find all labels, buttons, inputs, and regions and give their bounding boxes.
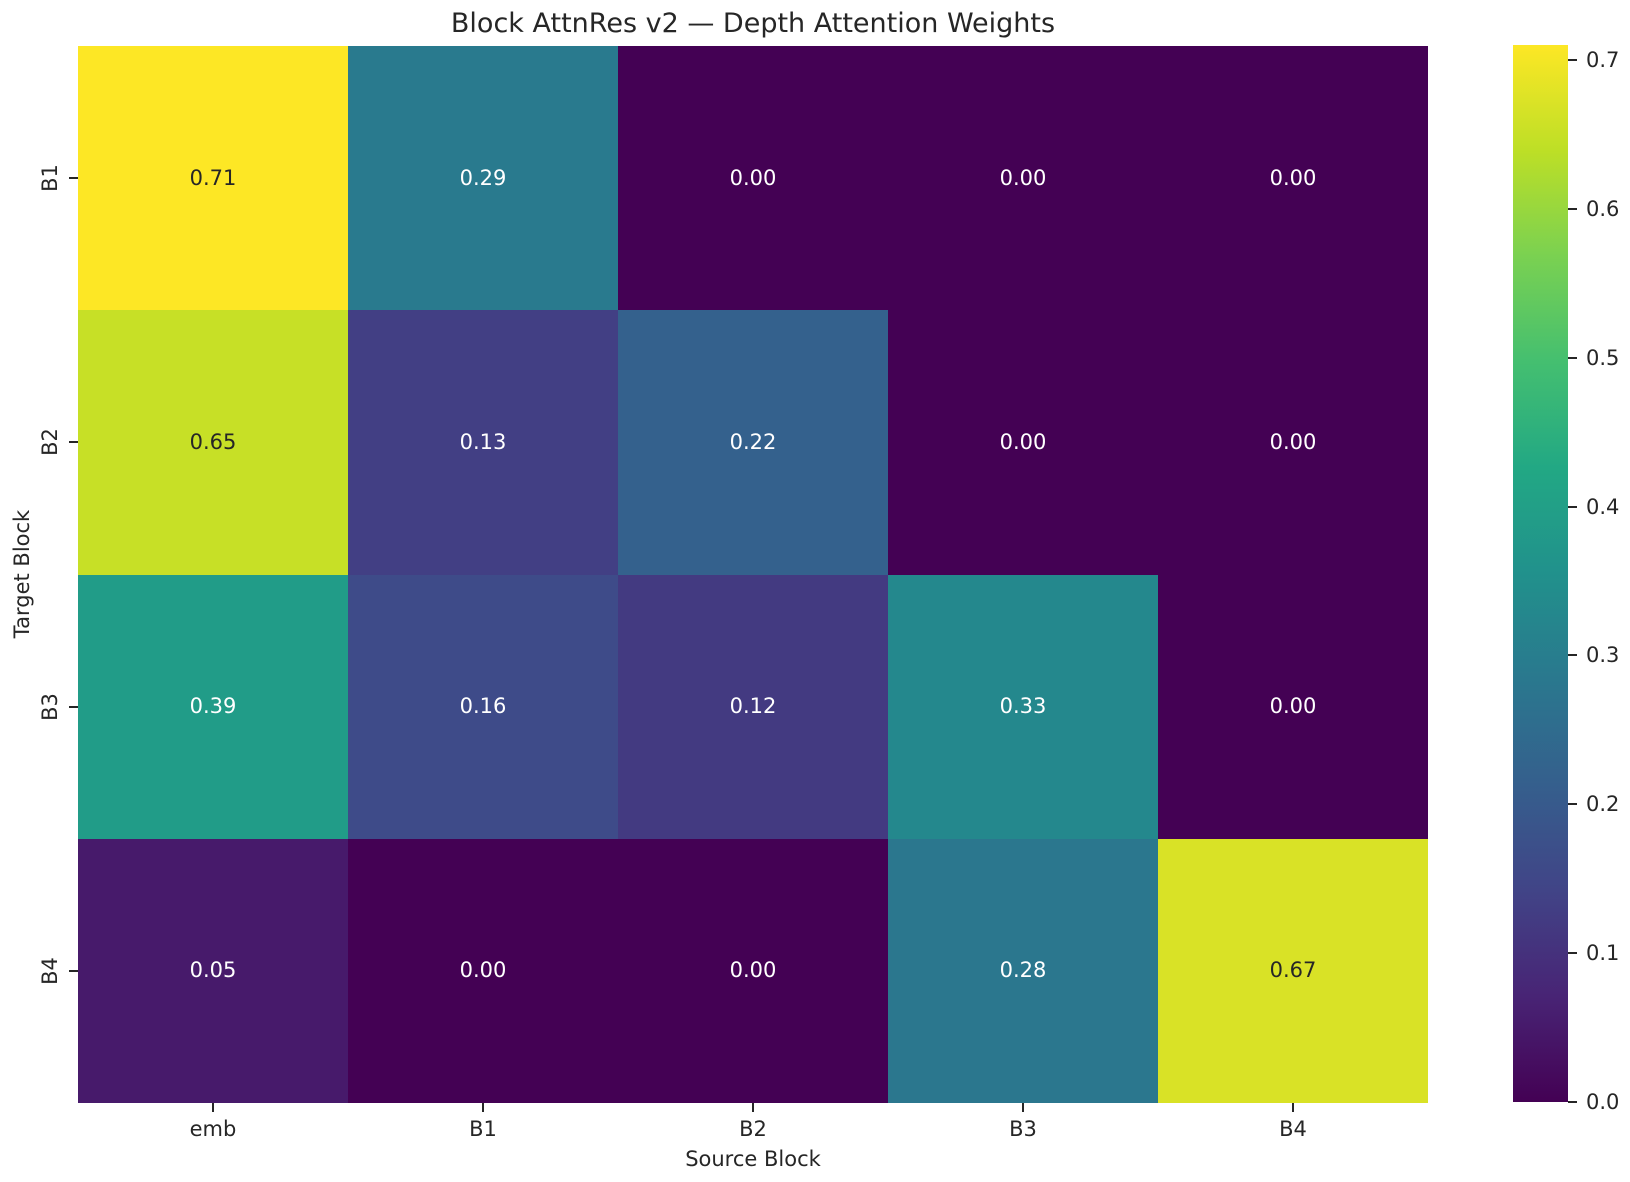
- cell-annotation: 0.22: [729, 429, 777, 454]
- colorbar-tick-mark: [1568, 505, 1577, 508]
- heatmap-cell-B2-B4: 0.00: [1158, 310, 1428, 575]
- heatmap-cell-B4-B1: 0.00: [348, 838, 618, 1103]
- cell-annotation: 0.00: [999, 429, 1047, 454]
- cell-annotation: 0.00: [1269, 429, 1317, 454]
- x-tick-mark: [752, 1103, 754, 1112]
- x-tick-mark: [212, 1103, 214, 1112]
- heatmap-cell-B2-emb: 0.65: [78, 310, 348, 575]
- heatmap-cell-B4-B4: 0.67: [1158, 838, 1428, 1103]
- cell-annotation: 0.71: [189, 165, 237, 190]
- colorbar-tick-label: 0.6: [1586, 196, 1620, 221]
- chart-title: Block AttnRes v2 — Depth Attention Weigh…: [450, 8, 1056, 39]
- cell-annotation: 0.28: [999, 958, 1047, 983]
- colorbar-tick-mark: [1568, 58, 1577, 61]
- cell-annotation: 0.00: [729, 165, 777, 190]
- x-tick-label: emb: [189, 1117, 237, 1141]
- heatmap-cell-B4-B3: 0.28: [888, 838, 1158, 1103]
- y-tick-label: B2: [38, 428, 62, 457]
- cell-annotation: 0.67: [1269, 958, 1317, 983]
- y-tick-label: B3: [38, 692, 62, 721]
- y-tick-mark: [69, 441, 78, 444]
- heatmap-cell-B1-emb: 0.71: [78, 46, 348, 311]
- heatmap-cell-B4-B2: 0.00: [618, 838, 888, 1103]
- heatmap-cell-B1-B3: 0.00: [888, 46, 1158, 311]
- y-tick-mark: [69, 177, 78, 180]
- y-tick-label: B4: [38, 956, 62, 985]
- heatmap-grid: 0.71 0.29 0.00 0.00 0.00 0.65 0.13 0.22 0.00 0.00…: [78, 46, 1428, 1103]
- colorbar: [1513, 45, 1568, 1102]
- x-tick-label: B4: [1279, 1117, 1307, 1141]
- heatmap-cell-B1-B4: 0.00: [1158, 46, 1428, 311]
- heatmap-cell-B3-B2: 0.12: [618, 574, 888, 839]
- y-axis-label: Target Block: [10, 509, 34, 639]
- colorbar-tick-mark: [1568, 803, 1577, 806]
- heatmap-cell-B3-B4: 0.00: [1158, 574, 1428, 839]
- colorbar-tick-label: 0.4: [1586, 494, 1620, 519]
- heatmap-cell-B3-emb: 0.39: [78, 574, 348, 839]
- colorbar-tick-mark: [1568, 356, 1577, 359]
- cell-annotation: 0.12: [729, 694, 777, 719]
- cell-annotation: 0.00: [1269, 165, 1317, 190]
- x-axis-label: Source Block: [685, 1147, 821, 1171]
- cell-annotation: 0.39: [189, 694, 237, 719]
- cell-annotation: 0.00: [1269, 694, 1317, 719]
- y-tick-mark: [69, 705, 78, 708]
- colorbar-tick-mark: [1568, 207, 1577, 210]
- heatmap-cell-B4-emb: 0.05: [78, 838, 348, 1103]
- cell-annotation: 0.16: [459, 694, 507, 719]
- x-tick-mark: [482, 1103, 484, 1112]
- colorbar-tick-label: 0.0: [1586, 1090, 1620, 1114]
- y-tick-mark: [69, 969, 78, 972]
- heatmap-cell-B2-B2: 0.22: [618, 310, 888, 575]
- colorbar-tick-label: 0.3: [1586, 643, 1620, 668]
- heatmap-cell-B1-B1: 0.29: [348, 46, 618, 311]
- cell-annotation: 0.65: [189, 429, 237, 454]
- colorbar-tick-mark: [1568, 654, 1577, 657]
- colorbar-tick-label: 0.7: [1586, 47, 1620, 72]
- x-tick-label: B1: [469, 1117, 497, 1141]
- x-tick-label: B3: [1009, 1117, 1037, 1141]
- x-tick-label: B2: [739, 1117, 767, 1141]
- colorbar-tick-label: 0.1: [1586, 941, 1620, 966]
- cell-annotation: 0.33: [999, 694, 1047, 719]
- colorbar-tick-label: 0.2: [1586, 792, 1620, 817]
- cell-annotation: 0.00: [999, 165, 1047, 190]
- y-tick-label: B1: [38, 164, 62, 193]
- x-tick-mark: [1022, 1103, 1024, 1112]
- colorbar-tick-mark: [1568, 952, 1577, 955]
- cell-annotation: 0.13: [459, 429, 507, 454]
- heatmap-cell-B3-B3: 0.33: [888, 574, 1158, 839]
- heatmap-cell-B1-B2: 0.00: [618, 46, 888, 311]
- cell-annotation: 0.00: [459, 958, 507, 983]
- cell-annotation: 0.29: [459, 165, 507, 190]
- heatmap-cell-B3-B1: 0.16: [348, 574, 618, 839]
- cell-annotation: 0.00: [729, 958, 777, 983]
- colorbar-tick-mark: [1568, 1101, 1577, 1103]
- colorbar-tick-label: 0.5: [1586, 345, 1620, 370]
- heatmap-cell-B2-B3: 0.00: [888, 310, 1158, 575]
- heatmap-cell-B2-B1: 0.13: [348, 310, 618, 575]
- x-tick-mark: [1292, 1103, 1294, 1112]
- cell-annotation: 0.05: [189, 958, 237, 983]
